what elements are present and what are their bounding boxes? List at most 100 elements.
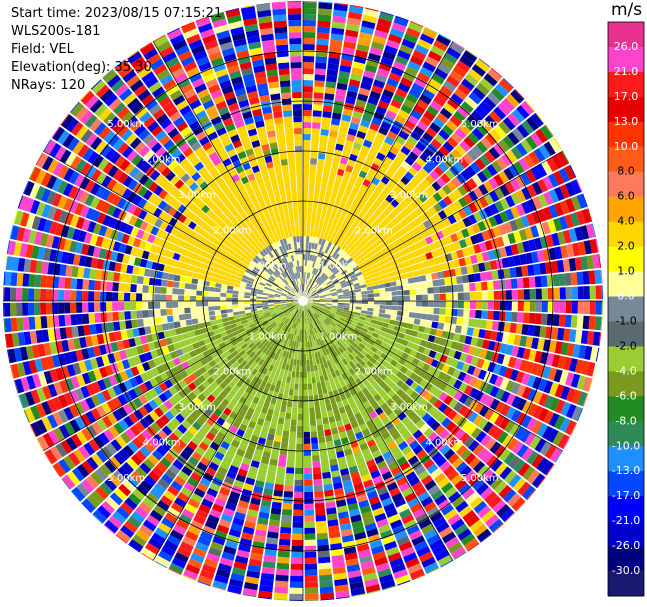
velocity-cell — [136, 293, 143, 301]
velocity-cell — [418, 325, 426, 333]
velocity-cell — [430, 138, 442, 150]
velocity-cell — [418, 551, 434, 563]
velocity-cell — [155, 270, 163, 279]
velocity-cell — [184, 307, 191, 314]
velocity-cell — [321, 122, 330, 130]
velocity-cell — [344, 332, 351, 338]
velocity-cell — [346, 17, 361, 26]
velocity-cell — [401, 278, 409, 285]
velocity-cell — [474, 158, 486, 170]
velocity-cell — [324, 429, 332, 437]
velocity-cell — [241, 418, 250, 427]
velocity-cell — [314, 68, 326, 76]
velocity-cell — [482, 96, 497, 110]
velocity-cell — [255, 404, 263, 413]
velocity-cell — [272, 410, 280, 418]
velocity-cell — [298, 389, 303, 396]
velocity-cell — [510, 192, 521, 205]
velocity-cell — [310, 260, 314, 268]
velocity-cell — [367, 307, 374, 312]
velocity-cell — [280, 442, 289, 450]
velocity-cell — [419, 275, 427, 282]
velocity-cell — [576, 375, 587, 390]
velocity-cell — [425, 356, 434, 366]
velocity-cell — [328, 285, 335, 290]
velocity-cell — [466, 327, 474, 336]
velocity-cell — [439, 308, 446, 316]
velocity-cell — [455, 360, 465, 371]
velocity-cell — [394, 436, 405, 446]
velocity-cell — [372, 507, 385, 517]
velocity-cell — [341, 313, 348, 318]
velocity-cell — [467, 273, 475, 283]
velocity-cell — [347, 218, 355, 227]
velocity-cell — [443, 448, 456, 460]
velocity-cell — [509, 369, 519, 382]
velocity-cell — [458, 239, 468, 249]
velocity-cell — [443, 323, 451, 332]
velocity-cell — [367, 349, 376, 357]
velocity-cell — [303, 170, 310, 177]
velocity-cell — [377, 345, 386, 353]
velocity-cell — [358, 87, 370, 97]
velocity-cell — [438, 278, 446, 286]
velocity-cell — [454, 551, 467, 560]
velocity-cell — [502, 489, 517, 503]
velocity-cell — [288, 320, 293, 327]
velocity-cell — [325, 294, 332, 298]
velocity-cell — [314, 313, 320, 318]
velocity-cell — [370, 142, 381, 152]
velocity-cell — [404, 346, 412, 355]
velocity-cell — [329, 323, 335, 329]
velocity-cell — [337, 304, 344, 308]
velocity-cell — [339, 64, 352, 73]
velocity-cell — [362, 178, 371, 188]
velocity-cell — [330, 329, 337, 336]
velocity-cell — [333, 376, 340, 384]
velocity-cell — [339, 393, 347, 401]
velocity-cell — [372, 312, 380, 317]
velocity-cell — [233, 479, 244, 489]
velocity-cell — [299, 317, 302, 324]
velocity-cell — [344, 139, 354, 148]
velocity-cell — [293, 491, 303, 498]
velocity-cell — [348, 415, 357, 424]
velocity-cell — [293, 503, 303, 510]
velocity-cell — [337, 346, 344, 354]
velocity-cell — [564, 420, 577, 436]
velocity-cell — [339, 214, 346, 222]
velocity-cell — [95, 323, 103, 334]
velocity-cell — [586, 255, 595, 270]
velocity-cell — [368, 326, 375, 332]
velocity-cell — [22, 273, 30, 287]
velocity-cell — [375, 131, 386, 142]
velocity-cell — [329, 378, 335, 386]
velocity-cell — [367, 368, 375, 376]
velocity-cell — [285, 412, 292, 420]
velocity-cell — [412, 187, 422, 197]
velocity-cell — [341, 229, 348, 237]
velocity-cell — [298, 311, 301, 318]
velocity-cell — [586, 330, 595, 346]
velocity-cell — [415, 157, 426, 168]
velocity-cell — [387, 412, 397, 421]
velocity-cell — [303, 395, 309, 402]
velocity-cell — [529, 288, 536, 300]
velocity-cell — [258, 511, 270, 520]
velocity-cell — [456, 249, 465, 259]
velocity-cell — [516, 312, 524, 323]
velocity-cell — [379, 296, 386, 301]
velocity-cell — [496, 156, 508, 170]
velocity-cell — [429, 539, 444, 551]
velocity-cell — [320, 323, 326, 330]
velocity-cell — [339, 431, 348, 439]
velocity-cell — [308, 188, 315, 195]
velocity-cell — [423, 147, 434, 159]
velocity-cell — [455, 461, 468, 474]
velocity-cell — [251, 546, 264, 555]
velocity-cell — [279, 336, 285, 343]
velocity-cell — [580, 225, 590, 240]
velocity-cell — [323, 310, 330, 315]
velocity-cell — [334, 212, 342, 220]
velocity-cell — [457, 105, 470, 118]
